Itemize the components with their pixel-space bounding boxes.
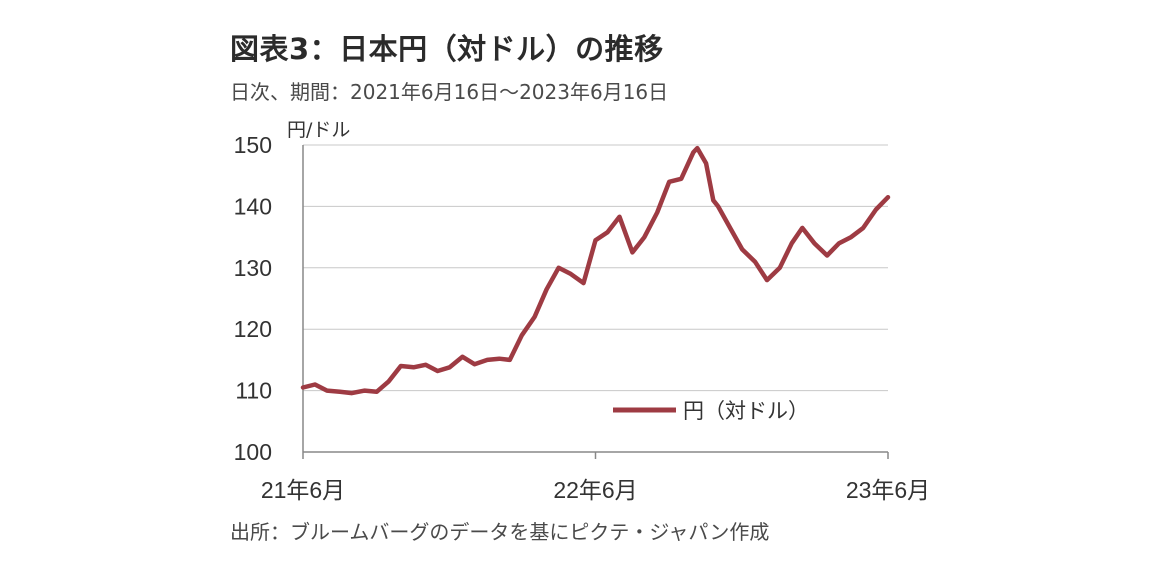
legend: 円（対ドル） [613, 399, 809, 423]
y-tick-label-120: 120 [234, 316, 272, 342]
legend-label: 円（対ドル） [683, 399, 809, 423]
x-tick-label-2: 23年6月 [846, 477, 930, 503]
x-tick-labels: 21年6月 22年6月 23年6月 [261, 477, 930, 503]
y-tick-label-110: 110 [235, 378, 272, 404]
y-tick-labels: 100 110 120 130 140 150 [234, 132, 272, 465]
x-tick-label-0: 21年6月 [261, 477, 345, 503]
chart-title: 図表3：日本円（対ドル）の推移 [230, 32, 664, 66]
grid-lines [303, 144, 888, 392]
y-tick-label-100: 100 [234, 439, 272, 465]
y-tick-label-140: 140 [234, 193, 272, 219]
source-note: 出所：ブルームバーグのデータを基にピクテ・ジャパン作成 [230, 520, 770, 544]
series-line-yen-per-dollar [300, 145, 891, 396]
y-axis-label: 円/ドル [287, 119, 350, 141]
chart-subtitle: 日次、期間：2021年6月16日～2023年6月16日 [230, 80, 669, 104]
y-tick-label-130: 130 [234, 255, 272, 281]
axes [302, 145, 889, 459]
x-tick-label-1: 22年6月 [553, 477, 637, 503]
y-tick-label-150: 150 [234, 132, 272, 158]
